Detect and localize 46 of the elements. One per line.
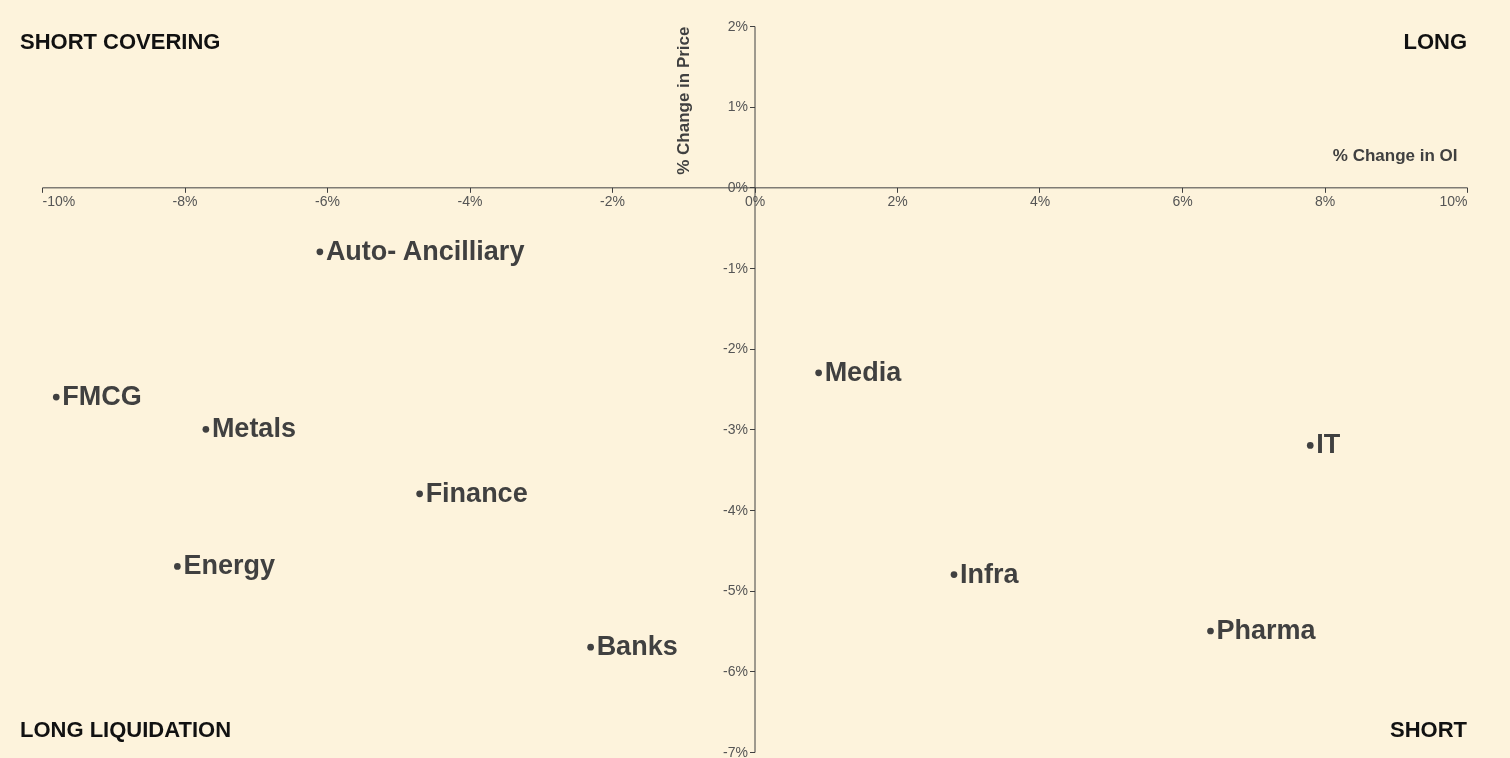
x-axis-title: % Change in OI — [1332, 145, 1458, 165]
series-label: Infra — [960, 558, 1020, 589]
series-label: Energy — [183, 550, 275, 581]
series-label: FMCG — [62, 381, 142, 412]
point — [174, 563, 181, 570]
y-tick-label: -4% — [723, 501, 748, 518]
y-tick-label: -1% — [723, 259, 748, 276]
point — [950, 571, 958, 578]
series-label: Finance — [425, 477, 528, 508]
series-label: Media — [824, 356, 903, 387]
y-axis-title: % Change in Price — [674, 26, 693, 175]
series-label: IT — [1316, 429, 1341, 460]
y-tick-label: -3% — [723, 420, 748, 437]
x-tick-label: 8% — [1314, 192, 1336, 209]
x-tick-label: -4% — [457, 192, 483, 209]
point — [815, 369, 822, 377]
x-tick-label: 2% — [887, 192, 908, 209]
y-tick-label: -6% — [723, 662, 748, 679]
series-label: Banks — [596, 631, 678, 662]
point — [1306, 442, 1314, 449]
x-tick-label: 4% — [1029, 192, 1051, 209]
y-tick-label: -7% — [723, 743, 748, 758]
series-label: Auto- Ancilliary — [325, 235, 525, 266]
point — [202, 425, 210, 433]
x-tick-label: -10% — [42, 192, 76, 209]
y-tick-label: -5% — [723, 582, 748, 599]
x-tick-label: 0% — [744, 192, 766, 209]
annotation: LONG — [1403, 29, 1467, 54]
annotation: SHORT — [1390, 717, 1468, 742]
y-tick-label: 2% — [727, 17, 748, 34]
point — [587, 643, 594, 651]
x-tick-label: 10% — [1439, 192, 1468, 209]
series-label: Metals — [211, 413, 296, 444]
x-tick-label: -2% — [600, 192, 625, 209]
annotation: LONG LIQUIDATION — [20, 717, 232, 742]
y-tick-label: 1% — [727, 98, 748, 115]
x-tick-label: 6% — [1172, 192, 1193, 209]
series-label: Pharma — [1216, 615, 1317, 645]
point — [1207, 627, 1214, 635]
point — [52, 393, 60, 401]
annotation: SHORT COVERING — [20, 29, 221, 54]
x-tick-label: -8% — [172, 192, 198, 209]
point — [316, 248, 324, 256]
point — [416, 490, 423, 498]
y-tick-label: -2% — [723, 340, 748, 357]
x-tick-label: -6% — [315, 192, 340, 209]
